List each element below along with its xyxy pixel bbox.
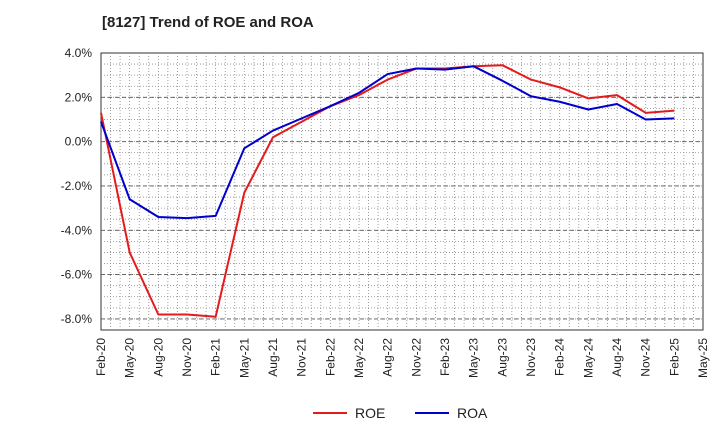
x-tick-label: Nov-23 (524, 338, 538, 377)
x-tick-label: Feb-20 (94, 338, 108, 376)
plot-area (100, 52, 704, 331)
legend: ROE ROA (313, 405, 488, 421)
x-tick-label: Feb-23 (438, 338, 452, 376)
x-tick-label: Aug-23 (495, 338, 509, 377)
x-tick-label: May-22 (352, 338, 366, 378)
x-tick-label: Nov-24 (639, 338, 653, 377)
chart-title: [8127] Trend of ROE and ROA (102, 14, 314, 31)
series-lines (100, 64, 675, 318)
series-line-roa (100, 65, 675, 220)
y-tick-label: -2.0% (61, 179, 93, 193)
y-tick-label: 2.0% (65, 90, 93, 104)
x-tick-label: Aug-20 (151, 338, 165, 377)
x-tick-label: Feb-24 (553, 338, 567, 376)
x-tick-label: May-21 (237, 338, 251, 378)
legend-label-roe: ROE (355, 405, 385, 421)
series-line-roe (100, 64, 675, 318)
x-tick-label: Aug-24 (610, 338, 624, 377)
y-tick-label: -6.0% (61, 268, 93, 282)
y-tick-label: -4.0% (61, 223, 93, 237)
x-tick-label: Nov-22 (409, 338, 423, 377)
y-tick-label: 0.0% (65, 135, 93, 149)
x-tick-label: Nov-20 (180, 338, 194, 377)
x-tick-label: Feb-21 (209, 338, 223, 376)
x-tick-label: May-23 (467, 338, 481, 378)
y-tick-label: 4.0% (65, 46, 93, 60)
legend-label-roa: ROA (457, 405, 488, 421)
x-tick-label: May-24 (581, 338, 595, 378)
y-tick-label: -8.0% (61, 312, 93, 326)
y-axis: 4.0% 2.0% 0.0% -2.0% -4.0% -6.0% -8.0% (61, 46, 93, 326)
x-tick-label: May-20 (123, 338, 137, 378)
x-tick-label: Aug-21 (266, 338, 280, 377)
x-tick-label: May-25 (696, 338, 710, 378)
x-tick-label: Feb-25 (667, 338, 681, 376)
x-tick-label: Feb-22 (323, 338, 337, 376)
x-tick-label: Aug-22 (381, 338, 395, 377)
x-axis: Feb-20 May-20 Aug-20 Nov-20 Feb-21 May-21 Aug-… (94, 338, 710, 378)
x-tick-label: Nov-21 (295, 338, 309, 377)
grid (101, 53, 703, 330)
